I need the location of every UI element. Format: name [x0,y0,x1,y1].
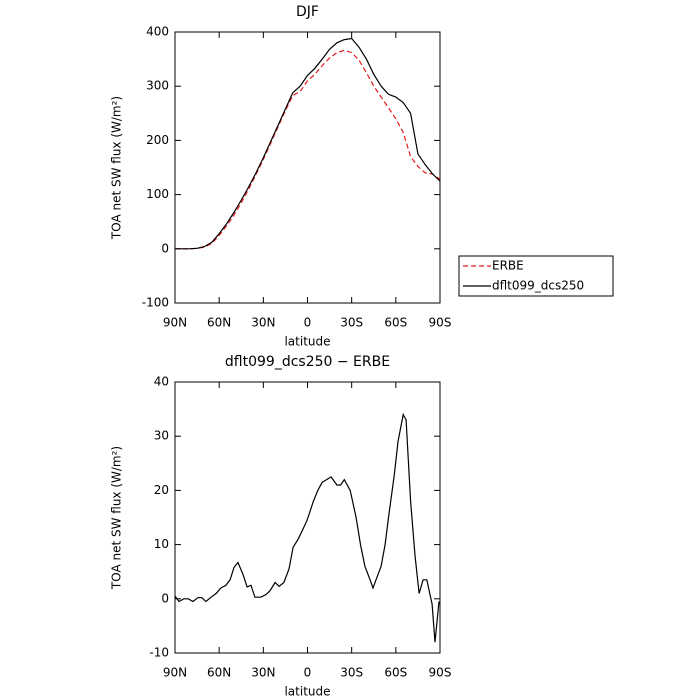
legend-label: dflt099_dcs250 [492,279,584,293]
x-tick-label: 60S [384,666,407,680]
x-tick-label: 30S [340,666,363,680]
x-tick-label: 30S [340,316,363,330]
data-line [175,49,441,250]
y-tick-label: 300 [146,79,169,93]
x-tick-label: 60N [207,316,231,330]
y-tick-label: 200 [146,133,169,147]
data-line [174,412,440,643]
legend-box [458,255,614,297]
chart-title: DJF [296,4,319,20]
legend-label: ERBE [492,259,524,273]
x-axis-label: latitude [284,685,330,699]
x-tick-label: 90S [429,316,452,330]
y-tick-label: -10 [149,646,169,660]
y-tick-label: 0 [161,591,169,605]
y-tick-label: 20 [154,483,169,497]
y-axis-label: TOA net SW flux (W/m²) [110,446,124,590]
data-line [175,37,441,250]
plot-frame [174,31,441,304]
plot-frame [174,381,441,654]
y-tick-label: 10 [154,537,169,551]
x-tick-label: 90N [163,316,187,330]
y-tick-label: -100 [142,296,169,310]
x-tick-label: 90S [429,666,452,680]
x-tick-label: 90N [163,666,187,680]
y-tick-label: 40 [154,375,169,389]
y-axis-label: TOA net SW flux (W/m²) [110,96,124,240]
y-tick-label: 400 [146,25,169,39]
y-tick-label: 100 [146,187,169,201]
x-axis-label: latitude [284,335,330,349]
y-tick-label: 0 [161,241,169,255]
x-tick-label: 60N [207,666,231,680]
chart-title: dflt099_dcs250 − ERBE [225,354,390,370]
x-tick-label: 0 [304,316,312,330]
x-tick-label: 0 [304,666,312,680]
x-tick-label: 30N [251,666,275,680]
y-tick-label: 30 [154,429,169,443]
x-tick-label: 30N [251,316,275,330]
x-tick-label: 60S [384,316,407,330]
